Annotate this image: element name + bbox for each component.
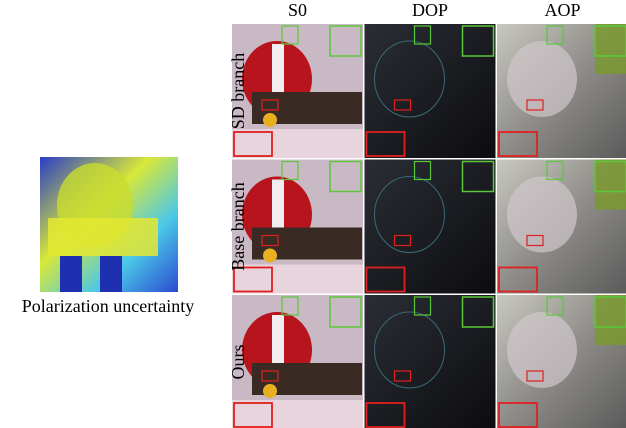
- corner: [595, 295, 626, 345]
- row-label: Ours: [228, 345, 248, 380]
- object: [507, 312, 577, 388]
- corner: [595, 24, 626, 74]
- panel: [497, 24, 626, 158]
- dot: [263, 249, 277, 263]
- row-label: Base branch: [228, 182, 248, 270]
- object: [507, 41, 577, 117]
- panel: [232, 295, 363, 428]
- floor: [232, 400, 363, 428]
- panel: [497, 160, 626, 294]
- floor: [232, 265, 363, 294]
- uncertainty-map: [40, 157, 178, 292]
- panel: [365, 295, 496, 428]
- dot: [263, 113, 277, 127]
- object: [507, 177, 577, 253]
- dot: [263, 384, 277, 398]
- corner: [595, 160, 626, 210]
- row-label: SD branch: [228, 53, 248, 129]
- panel: [497, 295, 626, 428]
- floor: [232, 129, 363, 158]
- panel: [232, 160, 363, 294]
- figure: Polarization uncertainty S0 DOP AOP SD bran…: [0, 0, 626, 428]
- caption: Polarization uncertainty: [22, 296, 194, 316]
- column-header: DOP: [412, 0, 448, 20]
- column-header: AOP: [544, 0, 580, 20]
- panel: [232, 24, 363, 158]
- column-header: S0: [288, 0, 307, 20]
- panel: [365, 24, 496, 158]
- panel: [365, 160, 496, 294]
